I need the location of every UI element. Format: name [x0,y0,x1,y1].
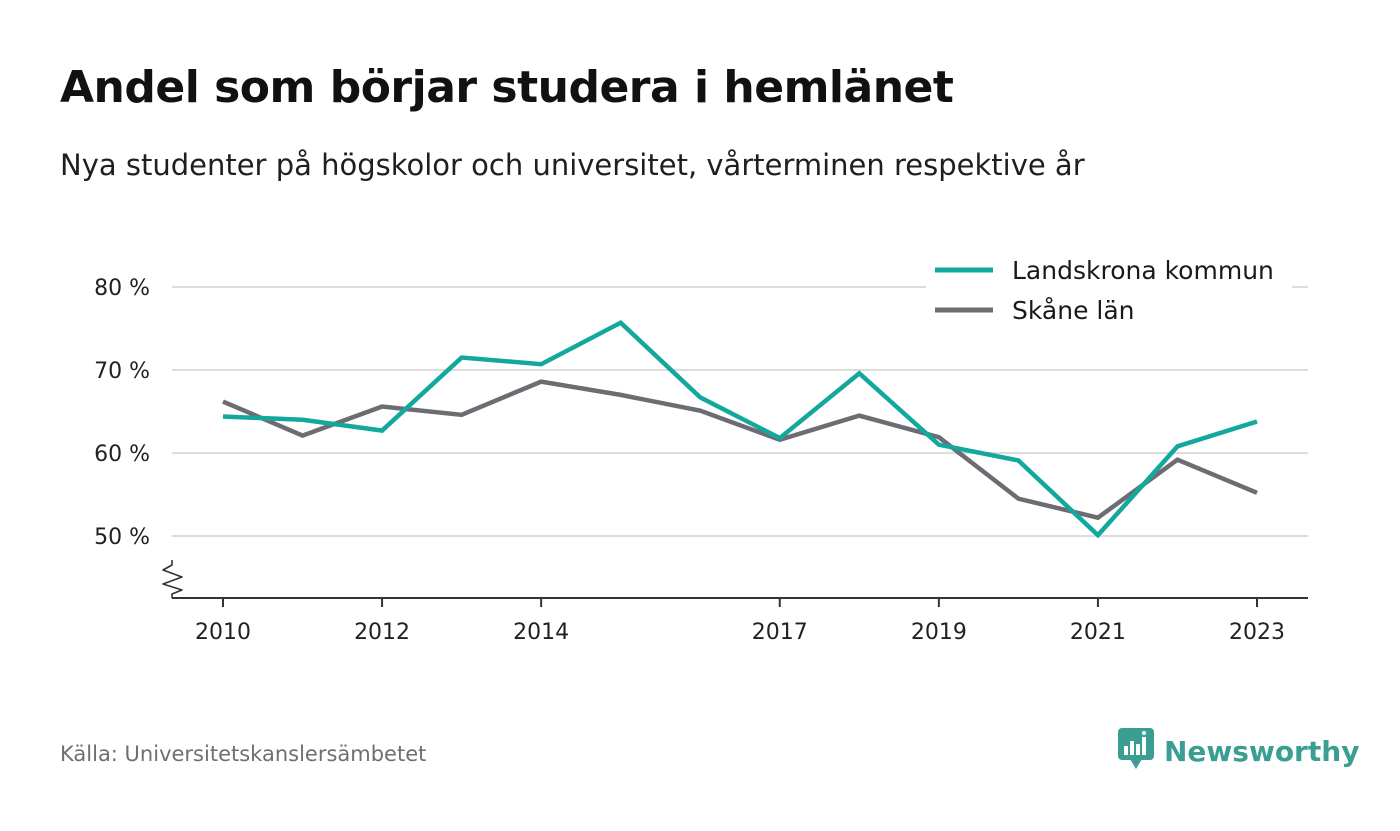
x-tick-label: 2023 [1229,620,1285,645]
axis-break-icon [162,560,183,598]
x-tick-label: 2019 [911,620,967,645]
series-line-sk-ne-l-n [222,379,1258,521]
newsworthy-logo-icon [1118,728,1154,774]
chart-subtitle: Nya studenter på högskolor och universit… [60,148,1085,182]
chart-title: Andel som börjar studera i hemlänet [60,62,954,113]
source-note: Källa: Universitetskanslersämbetet [60,742,427,766]
y-tick-label: 80 % [94,276,150,301]
brand-logo[interactable]: Newsworthy [1118,728,1359,774]
y-tick-label: 60 % [94,442,150,467]
legend-background [926,250,1292,334]
series-line-landskrona-kommun [222,319,1258,539]
x-tick-label: 2012 [354,620,410,645]
x-tick-label: 2010 [195,620,251,645]
legend-label: Skåne län [1012,296,1135,325]
x-tick-label: 2021 [1070,620,1126,645]
legend-label: Landskrona kommun [1012,256,1274,285]
x-tick-label: 2014 [513,620,569,645]
x-tick-label: 2017 [752,620,808,645]
y-tick-label: 70 % [94,359,150,384]
brand-name: Newsworthy [1164,734,1360,768]
y-tick-label: 50 % [94,525,150,550]
